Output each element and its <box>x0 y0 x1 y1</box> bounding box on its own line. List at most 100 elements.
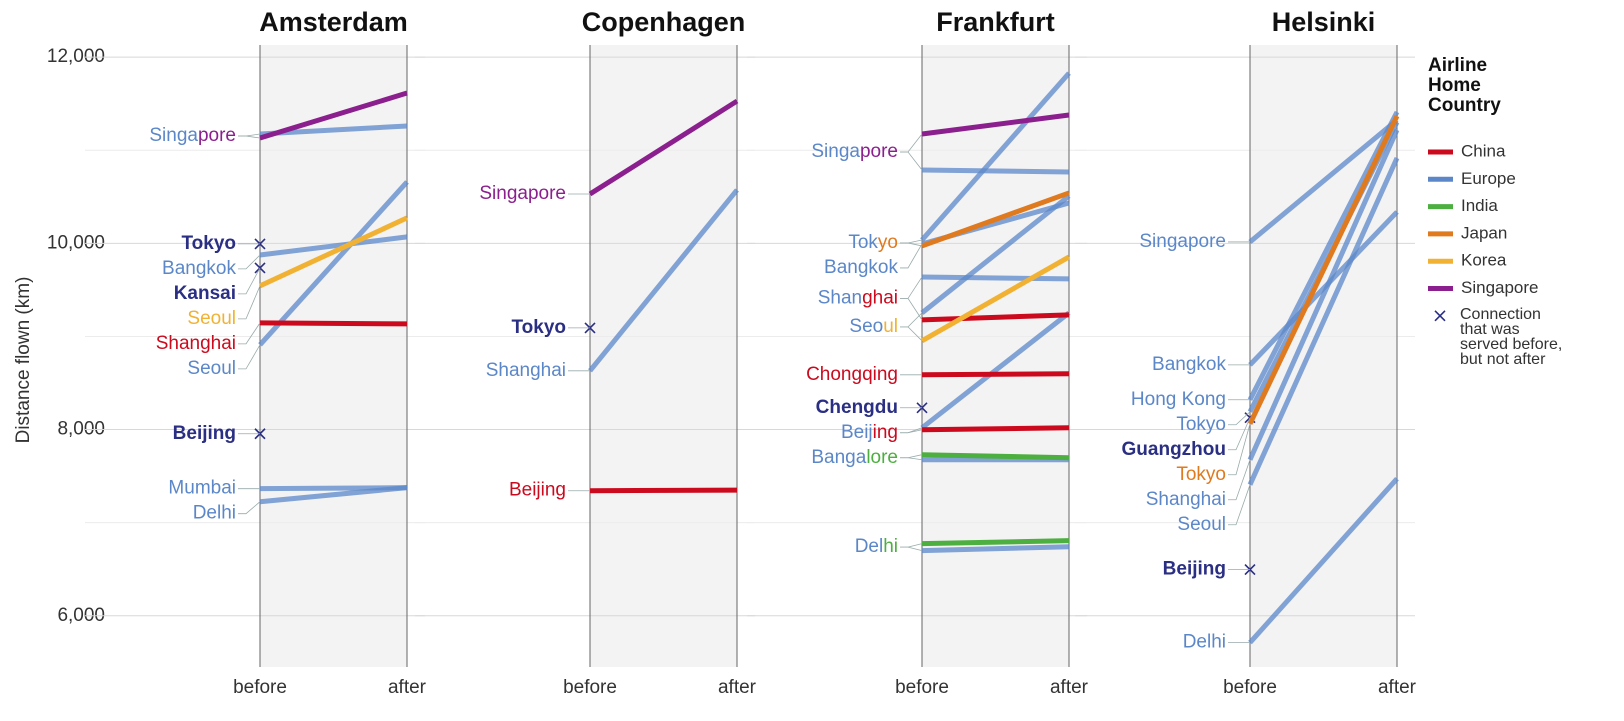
slope-line <box>588 188 739 373</box>
y-tick-label: 6,000 <box>57 605 105 626</box>
label-part: Shan <box>818 287 862 308</box>
legend-label: China <box>1461 141 1506 160</box>
label-part: Shanghai <box>1146 489 1226 510</box>
slope-line <box>921 112 1070 137</box>
label-part: Singa <box>811 141 860 162</box>
panel-shade <box>260 45 407 667</box>
slope-line <box>921 190 1070 249</box>
destination-label: Seoul <box>1177 514 1226 535</box>
slope-line <box>921 274 1070 282</box>
legend-label: Connection that was served before, but n… <box>1460 306 1563 368</box>
panel-title: Frankfurt <box>936 7 1055 37</box>
destination-label: Beijing <box>173 423 236 444</box>
x-marker <box>254 262 266 274</box>
slope-line <box>1248 210 1399 367</box>
destination-label: Delhi <box>1183 632 1226 653</box>
destination-label: Bangkok <box>824 257 898 278</box>
label-part: Bangkok <box>1152 354 1226 375</box>
slope-line <box>921 425 1070 433</box>
panel-title: Helsinki <box>1272 7 1376 37</box>
slope-line <box>259 320 408 327</box>
leader-line <box>238 285 261 320</box>
destination-label: Bangalore <box>811 447 898 468</box>
label-part: Kansai <box>174 283 236 304</box>
label-part: ul <box>883 316 898 337</box>
label-part: Beij <box>841 422 873 443</box>
destination-label: Seoul <box>187 308 236 329</box>
destination-label: Tokyo <box>181 233 236 254</box>
label-part: Tokyo <box>511 317 566 338</box>
label-part: pore <box>860 141 898 162</box>
label-part: Beijing <box>1163 559 1226 580</box>
label-part: pore <box>198 125 236 146</box>
slope-line <box>920 193 1071 315</box>
slope-line <box>921 167 1070 175</box>
label-part: Seoul <box>187 358 236 379</box>
destination-label: Tokyo <box>511 317 566 338</box>
panel-title: Copenhagen <box>582 7 746 37</box>
panel-shade <box>922 45 1069 667</box>
label-part: Seo <box>849 316 883 337</box>
destination-label: Shanghai <box>156 333 236 354</box>
leader-line <box>900 326 923 342</box>
slope-line <box>588 98 739 197</box>
label-part: Tokyo <box>1176 414 1226 435</box>
label-part: Bangkok <box>162 258 236 279</box>
slope-line <box>259 485 408 505</box>
leader-line <box>900 543 923 548</box>
slope-line <box>259 234 408 258</box>
destination-label: Beijing <box>509 480 566 501</box>
destination-label: Chengdu <box>816 397 898 418</box>
label-part: Shanghai <box>156 333 236 354</box>
slope-line <box>921 544 1070 554</box>
slope-line <box>920 310 1071 430</box>
leader-line <box>238 254 261 270</box>
label-part: Beijing <box>173 423 236 444</box>
label-part: Beijing <box>509 480 566 501</box>
slope-line <box>258 180 409 347</box>
slope-line <box>1247 128 1400 461</box>
slope-line <box>1247 157 1400 486</box>
leader-line <box>1228 484 1251 526</box>
destination-label: Tokyo <box>848 232 898 253</box>
label-part: Shanghai <box>486 360 566 381</box>
leader-line <box>900 133 923 153</box>
x-tick-label: after <box>388 677 427 698</box>
leader-line <box>238 135 261 139</box>
slope-line <box>1248 477 1399 645</box>
destination-label: Singapore <box>149 125 236 146</box>
slope-line <box>921 371 1070 378</box>
label-part: Singapore <box>479 183 566 204</box>
destination-label: Singapore <box>811 141 898 162</box>
destination-label: Delhi <box>193 503 236 524</box>
x-tick-label: before <box>563 677 617 698</box>
label-part: Delhi <box>1183 632 1226 653</box>
leader-line <box>900 298 923 321</box>
slope-line <box>1247 110 1400 401</box>
legend-label: Singapore <box>1461 278 1539 297</box>
destination-label: Shanghai <box>818 287 898 308</box>
legend-label: Korea <box>1461 251 1507 270</box>
destination-label: Chongqing <box>806 364 898 385</box>
x-tick-label: after <box>1378 677 1417 698</box>
destination-label: Singapore <box>479 183 566 204</box>
destination-label: Beijing <box>1163 559 1226 580</box>
label-part: Guangzhou <box>1122 439 1226 460</box>
y-axis-label: Distance flown (km) <box>13 277 34 444</box>
destination-label: Guangzhou <box>1122 439 1226 460</box>
label-part: Tok <box>848 232 878 253</box>
x-tick-label: after <box>718 677 757 698</box>
leader-line <box>238 322 261 345</box>
destination-label: Hong Kong <box>1131 389 1226 410</box>
label-part: hi <box>883 536 898 557</box>
destination-label: Tokyo <box>1176 414 1226 435</box>
panel-title: Amsterdam <box>259 7 408 37</box>
legend-marker <box>1434 310 1446 322</box>
label-part: Tokyo <box>1176 464 1226 485</box>
label-part: Delhi <box>193 503 236 524</box>
destination-label: Shanghai <box>1146 489 1226 510</box>
slope-line <box>920 71 1071 242</box>
label-part: yo <box>878 232 898 253</box>
